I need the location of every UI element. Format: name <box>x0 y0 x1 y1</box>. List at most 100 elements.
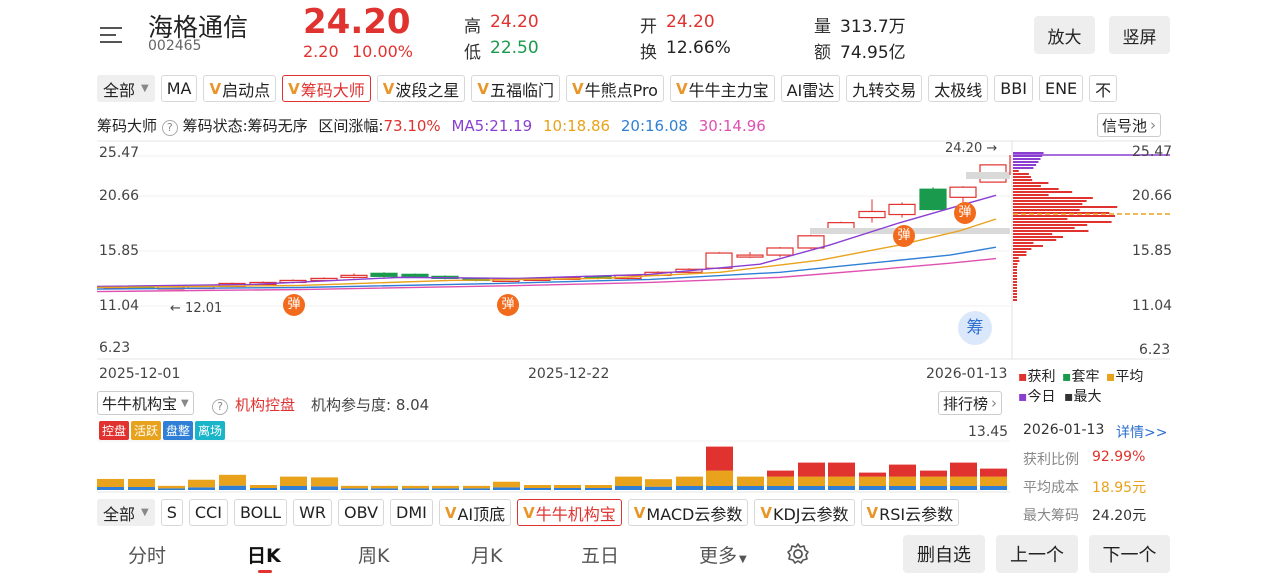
tab-niuniu-jigoubao[interactable]: V 牛牛机构宝 <box>517 499 622 526</box>
zoom-button[interactable]: 放大 <box>1034 16 1095 54</box>
tab-kdj-cloud[interactable]: V KDJ云参数 <box>754 499 855 526</box>
tab-ai-dingdi[interactable]: V AI顶底 <box>438 499 512 526</box>
chip-legend-2: ▪今日 ▪最大 <box>1018 386 1101 406</box>
candle <box>888 203 916 216</box>
chip-bar <box>1013 254 1027 256</box>
tab-wr[interactable]: WR <box>293 499 332 526</box>
tab-label: 筹码大师 <box>300 80 365 100</box>
signal-marker[interactable]: 弹 <box>954 202 976 224</box>
signal-pool-button[interactable]: 信号池 › <box>1097 113 1162 137</box>
signal-marker[interactable]: 弹 <box>497 294 519 316</box>
institution-bar-segment <box>737 486 764 490</box>
all-lower-indicators-dropdown[interactable]: 全部 ▼ <box>97 499 155 526</box>
tab-taiji[interactable]: 太极线 <box>928 75 989 102</box>
institution-bar-segment <box>737 476 764 486</box>
lower-indicator-dropdown[interactable]: 牛牛机构宝 ▼ <box>97 391 194 415</box>
candle <box>370 272 398 277</box>
institution-bar-segment <box>280 476 307 486</box>
chip-bar <box>1013 188 1059 190</box>
chip-bar <box>1013 185 1041 187</box>
ma5-value: MA5:21.19 <box>451 117 533 135</box>
institution-bar-segment <box>950 486 977 490</box>
turnover-value: 12.66% <box>666 38 731 58</box>
current-price: 24.20 <box>303 2 411 42</box>
tab-ene[interactable]: ENE <box>1038 75 1084 102</box>
next-stock-button[interactable]: 下一个 <box>1089 535 1170 573</box>
chip-bar <box>1013 155 1043 157</box>
help-icon[interactable]: ? <box>161 120 178 136</box>
tab-dmi[interactable]: DMI <box>390 499 433 526</box>
lower-indicator-label: 牛牛机构宝 <box>102 394 178 413</box>
chevron-right-icon: › <box>1150 116 1157 134</box>
institution-bar-segment <box>341 488 368 490</box>
tab-more-cut[interactable]: 不 <box>1089 75 1118 102</box>
v-icon: V <box>209 79 222 98</box>
tab-boll[interactable]: BOLL <box>233 499 288 526</box>
candle <box>949 186 977 198</box>
detail-link[interactable]: 详情>> <box>1116 425 1168 441</box>
tab-daily-k[interactable]: 日K <box>247 545 281 567</box>
all-indicators-dropdown[interactable]: 全部 ▼ <box>97 75 155 102</box>
tab-jiuzhuan[interactable]: 九转交易 <box>846 75 923 102</box>
tab-label: RSI云参数 <box>879 504 954 524</box>
rank-button[interactable]: 排行榜 › <box>938 391 1003 415</box>
ma-line <box>96 194 997 288</box>
institution-bar-segment <box>371 485 398 489</box>
max-chip-value: 24.20元 <box>1092 508 1147 524</box>
signal-pool-label: 信号池 <box>1102 116 1148 135</box>
candle <box>797 235 825 249</box>
tab-s[interactable]: S <box>160 499 183 526</box>
tab-macd-cloud[interactable]: V MACD云参数 <box>627 499 749 526</box>
menu-icon[interactable] <box>100 25 124 45</box>
y-label-right-5: 6.23 <box>1139 342 1171 358</box>
help-icon[interactable]: ? <box>212 395 228 415</box>
chip-bar <box>1013 284 1017 286</box>
tab-weekly-k[interactable]: 周K <box>358 545 390 567</box>
more-dropdown[interactable]: 更多 ▼ <box>699 541 747 568</box>
avg-cost-value: 18.95元 <box>1092 480 1147 496</box>
lower-ymax: 13.45 <box>968 424 1009 440</box>
tab-niuxiong[interactable]: V 牛熊点Pro <box>565 75 664 102</box>
tab-obv[interactable]: OBV <box>338 499 385 526</box>
price-change: 2.20 <box>303 42 339 61</box>
portrait-button[interactable]: 竖屏 <box>1109 16 1170 54</box>
tab-ma[interactable]: MA <box>160 75 198 102</box>
v-icon: V <box>477 79 489 98</box>
candle <box>766 247 794 256</box>
tab-qidongdian[interactable]: V 启动点 <box>203 75 277 102</box>
tab-five-day[interactable]: 五日 <box>581 545 620 567</box>
max-price-label: 24.20 → <box>945 141 997 156</box>
tab-intraday[interactable]: 分时 <box>128 545 167 567</box>
tab-label: 九转交易 <box>852 80 917 100</box>
high-value: 24.20 <box>490 12 539 32</box>
legend-dot-black: ▪ <box>1063 389 1074 405</box>
institution-bar-segment <box>828 462 855 477</box>
settings-gear-icon[interactable] <box>786 542 810 566</box>
tab-label: 五福临门 <box>489 80 554 100</box>
rank-label: 排行榜 <box>943 394 989 413</box>
signal-marker[interactable]: 弹 <box>893 225 915 247</box>
tab-cci[interactable]: CCI <box>188 499 228 526</box>
institution-bar-segment <box>889 486 916 490</box>
institution-bar-segment <box>341 485 368 489</box>
tab-rsi-cloud[interactable]: V RSI云参数 <box>860 499 960 526</box>
institution-bar-segment <box>188 479 215 488</box>
tab-wufu[interactable]: V 五福临门 <box>471 75 560 102</box>
remove-watchlist-button[interactable]: 删自选 <box>903 535 985 573</box>
tab-monthly-k[interactable]: 月K <box>471 545 503 567</box>
tab-bbi[interactable]: BBI <box>994 75 1033 102</box>
tab-chouma-dashi[interactable]: V 筹码大师 <box>282 75 371 102</box>
tab-label: AI雷达 <box>786 80 835 100</box>
chip-toggle-icon[interactable]: 筹 <box>958 311 992 345</box>
tab-boduan[interactable]: V 波段之星 <box>376 75 466 102</box>
signal-marker[interactable]: 弹 <box>283 294 305 316</box>
previous-stock-button[interactable]: 上一个 <box>996 535 1078 573</box>
arrow-left-icon: ← <box>170 301 181 316</box>
institution-bar-segment <box>493 481 520 488</box>
tab-zhulibao[interactable]: V 牛牛主力宝 <box>669 75 775 102</box>
profit-ratio-value: 92.99% <box>1092 449 1146 465</box>
ma-line <box>96 218 997 289</box>
institution-bar-segment <box>219 474 246 486</box>
tab-ai-radar[interactable]: AI雷达 <box>780 75 841 102</box>
